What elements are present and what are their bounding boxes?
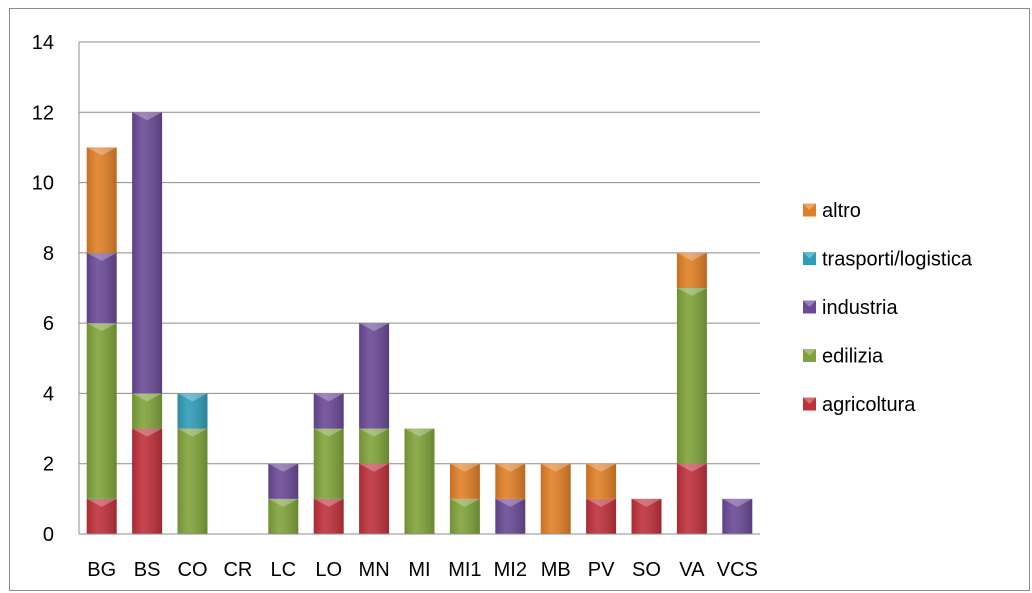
- legend: altro trasporti/logistica industria edilizi…: [803, 200, 973, 416]
- y-tick-label: 14: [32, 32, 54, 54]
- y-tick-label: 12: [32, 102, 54, 124]
- bar-segment-industria-bg: [86, 252, 117, 324]
- y-tick-label: 2: [43, 454, 54, 476]
- legend-swatch: [803, 203, 816, 217]
- x-tick-label: VCS: [717, 559, 758, 581]
- y-tick-label: 4: [43, 383, 54, 405]
- x-tick-label: MI: [408, 559, 430, 581]
- legend-item-trasporti-logistica: trasporti/logistica: [803, 249, 973, 271]
- legend-swatch: [803, 252, 816, 265]
- bar-segment-altro-pv: [586, 463, 617, 499]
- bar-segment-agricoltura-bg: [86, 498, 117, 534]
- bar-segment-agricoltura-va: [676, 463, 707, 534]
- legend-swatch: [803, 397, 816, 411]
- y-tick-label: 0: [43, 524, 54, 546]
- x-tick-label: MB: [541, 559, 571, 581]
- bar-segment-altro-mi1: [449, 463, 480, 499]
- x-tick-label: CR: [223, 559, 252, 581]
- legend-swatch: [803, 300, 816, 314]
- x-tick-label: LO: [315, 559, 342, 581]
- legend-item-industria: industria: [803, 297, 898, 319]
- bar-segment-edilizia-mi: [404, 428, 435, 534]
- legend-label: trasporti/logistica: [822, 249, 973, 271]
- bar-segment-edilizia-mn: [359, 428, 390, 464]
- bar-segment-agricoltura-so: [631, 498, 662, 534]
- legend-label: industria: [822, 297, 898, 319]
- bar-segment-industria-lo: [313, 393, 344, 429]
- x-tick-label: MI2: [494, 559, 527, 581]
- x-tick-label: CO: [178, 559, 208, 581]
- x-tick-label: MI1: [448, 559, 481, 581]
- bar-segment-industria-vcs: [722, 498, 753, 534]
- x-tick-label: LC: [271, 559, 297, 581]
- bar-segment-agricoltura-bs: [132, 428, 163, 534]
- x-tick-label: VA: [679, 559, 705, 581]
- bar-segment-altro-bg: [86, 147, 117, 253]
- legend-swatch: [803, 349, 816, 362]
- axes: 0 2 4 6 8 10 12 14 BG BS CO CR LC LO MN MI MI1 MI2 MB PV SO V…: [32, 32, 760, 581]
- bar-segment-edilizia-bg: [86, 323, 117, 499]
- legend-item-edilizia: edilizia: [803, 346, 884, 368]
- legend-item-agricoltura: agricoltura: [803, 394, 916, 416]
- bar-segment-industria-mn: [359, 323, 390, 429]
- bar-segment-agricoltura-pv: [586, 498, 617, 534]
- bar-segment-edilizia-lc: [268, 498, 299, 534]
- legend-label: altro: [822, 200, 861, 222]
- y-tick-label: 6: [43, 313, 54, 335]
- bar-segment-edilizia-bs: [132, 393, 163, 429]
- x-tick-label: BG: [87, 559, 116, 581]
- legend-item-altro: altro: [803, 200, 861, 222]
- legend-label: edilizia: [822, 346, 884, 368]
- bar-segment-edilizia-va: [676, 288, 707, 464]
- bar-segment-edilizia-mi1: [449, 498, 480, 534]
- bar-segment-industria-lc: [268, 463, 299, 499]
- bar-segment-industria-mi2: [495, 498, 526, 534]
- x-tick-label: PV: [588, 559, 615, 581]
- bar-segment-trasporti-logistica-co: [177, 393, 208, 429]
- bars: [86, 112, 753, 534]
- bar-segment-altro-mi2: [495, 463, 526, 499]
- bar-segment-edilizia-co: [177, 428, 208, 534]
- y-tick-label: 10: [32, 173, 54, 195]
- x-tick-label: SO: [632, 559, 661, 581]
- bar-segment-altro-mb: [540, 463, 571, 534]
- legend-label: agricoltura: [822, 394, 916, 416]
- bar-segment-altro-va: [676, 252, 707, 288]
- bar-segment-agricoltura-mn: [359, 463, 390, 534]
- y-tick-label: 8: [43, 243, 54, 265]
- x-tick-label: MN: [359, 559, 390, 581]
- x-tick-label: BS: [134, 559, 161, 581]
- bar-segment-edilizia-lo: [313, 428, 344, 499]
- bar-segment-industria-bs: [132, 112, 163, 394]
- bar-segment-agricoltura-lo: [313, 498, 344, 534]
